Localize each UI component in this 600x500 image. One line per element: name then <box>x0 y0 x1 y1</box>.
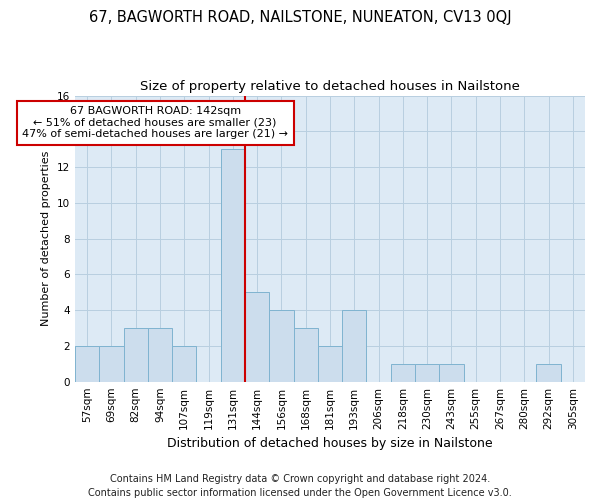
Bar <box>269 310 293 382</box>
Y-axis label: Number of detached properties: Number of detached properties <box>41 151 51 326</box>
Bar <box>391 364 415 382</box>
X-axis label: Distribution of detached houses by size in Nailstone: Distribution of detached houses by size … <box>167 437 493 450</box>
Title: Size of property relative to detached houses in Nailstone: Size of property relative to detached ho… <box>140 80 520 93</box>
Bar <box>439 364 464 382</box>
Bar <box>415 364 439 382</box>
Bar <box>172 346 196 382</box>
Bar <box>536 364 561 382</box>
Bar <box>148 328 172 382</box>
Bar <box>221 149 245 382</box>
Bar <box>293 328 318 382</box>
Text: Contains HM Land Registry data © Crown copyright and database right 2024.
Contai: Contains HM Land Registry data © Crown c… <box>88 474 512 498</box>
Bar <box>75 346 99 382</box>
Bar <box>124 328 148 382</box>
Text: 67, BAGWORTH ROAD, NAILSTONE, NUNEATON, CV13 0QJ: 67, BAGWORTH ROAD, NAILSTONE, NUNEATON, … <box>89 10 511 25</box>
Bar <box>342 310 367 382</box>
Bar <box>318 346 342 382</box>
Bar <box>99 346 124 382</box>
Bar <box>245 292 269 382</box>
Text: 67 BAGWORTH ROAD: 142sqm
← 51% of detached houses are smaller (23)
47% of semi-d: 67 BAGWORTH ROAD: 142sqm ← 51% of detach… <box>22 106 288 140</box>
